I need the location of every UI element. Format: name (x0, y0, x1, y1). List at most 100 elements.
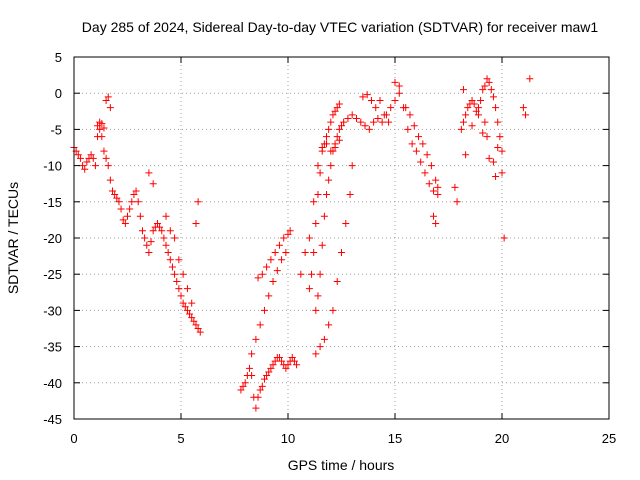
data-point (256, 386, 264, 394)
data-point (256, 321, 264, 329)
data-point (395, 89, 403, 97)
data-point (417, 158, 425, 166)
y-tick-label: 5 (55, 50, 62, 65)
data-point (419, 140, 427, 148)
data-point (372, 104, 380, 112)
y-tick-label: -25 (43, 267, 62, 282)
data-point (252, 404, 260, 412)
data-point (130, 191, 138, 199)
y-tick-label: -5 (50, 122, 62, 137)
x-tick-label: 20 (495, 431, 509, 446)
data-point (378, 118, 386, 126)
data-point (376, 96, 384, 104)
data-point (325, 176, 333, 184)
data-point (487, 86, 495, 94)
data-point (156, 223, 164, 231)
data-point (239, 382, 247, 390)
data-point (278, 357, 286, 365)
data-point (273, 267, 281, 275)
data-point (181, 303, 189, 311)
data-point (402, 104, 410, 112)
data-point (280, 234, 288, 242)
data-point (79, 162, 87, 170)
data-point (459, 86, 467, 94)
data-point (489, 158, 497, 166)
data-point (316, 343, 324, 351)
data-point (254, 393, 262, 401)
data-point (335, 100, 343, 108)
data-point (171, 270, 179, 278)
data-point (430, 187, 438, 195)
data-point (391, 96, 399, 104)
data-point (248, 372, 256, 380)
data-point (192, 220, 200, 228)
data-point (335, 136, 343, 144)
data-point (194, 325, 202, 332)
data-point (166, 227, 174, 235)
data-point (423, 151, 431, 159)
data-point (380, 111, 388, 119)
data-point (175, 256, 183, 264)
data-point (145, 169, 153, 177)
data-point (468, 122, 476, 130)
axis-ticks (73, 56, 610, 420)
data-point (314, 292, 322, 300)
data-point (477, 96, 485, 104)
data-point (310, 198, 318, 206)
data-point (286, 227, 294, 235)
data-point (325, 321, 333, 329)
data-point (485, 154, 493, 162)
data-point (526, 75, 534, 83)
data-point (284, 230, 292, 238)
data-point (241, 379, 249, 387)
data-point (492, 172, 500, 180)
data-point (128, 198, 136, 206)
data-point (100, 124, 108, 132)
data-point (489, 93, 497, 101)
data-point (141, 234, 149, 242)
data-point (338, 248, 345, 256)
x-tick-label: 25 (602, 431, 616, 446)
data-point (500, 234, 508, 242)
data-point (329, 111, 337, 119)
data-point (421, 169, 429, 177)
data-point (269, 361, 277, 369)
data-point (119, 216, 127, 224)
data-point (310, 248, 318, 256)
data-point (483, 75, 491, 83)
x-tick-label: 10 (281, 431, 295, 446)
data-point (74, 151, 82, 159)
data-point (89, 154, 97, 162)
data-point (329, 147, 337, 155)
data-point (297, 270, 305, 278)
data-point (160, 234, 168, 242)
data-point (126, 205, 134, 213)
y-tick-label: -15 (43, 195, 62, 210)
data-point (344, 115, 352, 123)
data-point (179, 299, 187, 307)
data-point (333, 104, 341, 112)
data-points (70, 75, 534, 412)
data-point (164, 248, 172, 256)
y-tick-label: -45 (43, 412, 62, 427)
data-point (186, 310, 194, 318)
data-point (432, 176, 440, 184)
data-point (117, 205, 125, 213)
data-point (425, 180, 433, 188)
data-point (408, 140, 416, 148)
data-point (453, 198, 461, 206)
data-point (104, 93, 112, 101)
data-point (415, 133, 423, 141)
data-point (138, 227, 146, 235)
data-point (406, 111, 414, 119)
data-point (404, 125, 412, 133)
data-point (333, 133, 341, 141)
data-point (132, 187, 140, 195)
data-point (267, 364, 275, 372)
data-point (288, 353, 296, 361)
data-point (312, 220, 320, 228)
data-point (342, 220, 350, 228)
data-point (333, 277, 341, 285)
data-point (245, 364, 253, 372)
data-point (348, 162, 356, 170)
